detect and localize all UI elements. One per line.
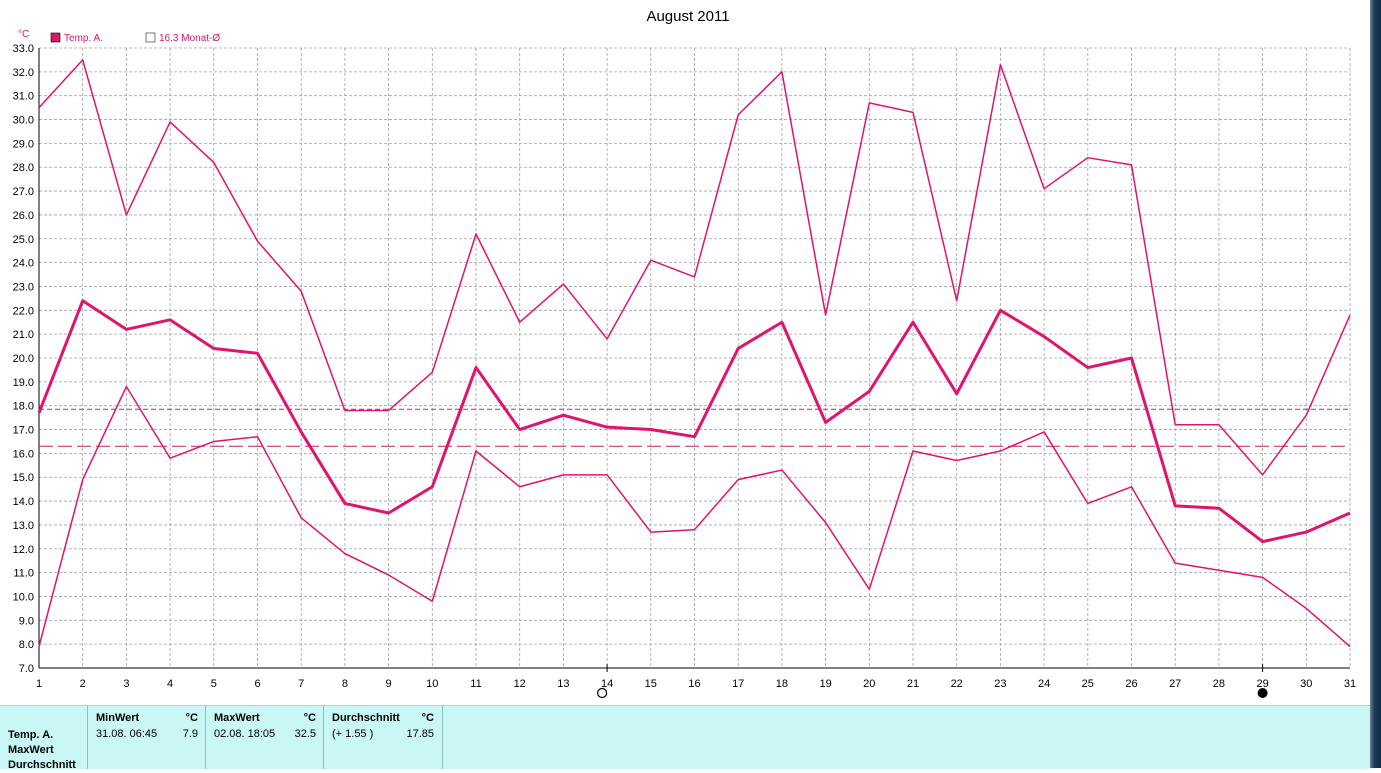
stats-col-max: MaxWert °C 02.08. 18:05 32.5 — [205, 706, 324, 769]
y-tick-label: 22.0 — [13, 305, 34, 317]
y-tick-label: 14.0 — [13, 496, 34, 508]
max-datetime: 02.08. 18:05 — [214, 728, 276, 740]
y-unit-label: °C — [18, 29, 29, 40]
y-tick-label: 31.0 — [13, 91, 34, 103]
max-header: MaxWert — [214, 712, 260, 724]
x-tick-label: 12 — [514, 678, 526, 690]
chart-title: August 2011 — [646, 8, 729, 25]
x-tick-label: 13 — [557, 678, 569, 690]
stats-col-avg: Durchschnitt °C (+ 1.55 ) 17.85 — [323, 706, 443, 769]
y-tick-label: 13.0 — [13, 520, 34, 532]
legend-swatch-monthavg — [145, 32, 156, 43]
y-tick-label: 15.0 — [13, 472, 34, 484]
x-tick-label: 16 — [688, 678, 700, 690]
legend-label-monthavg: 16.3 Monat-Ø — [159, 33, 220, 44]
x-tick-label: 21 — [907, 678, 919, 690]
min-unit: °C — [185, 712, 198, 724]
y-tick-label: 9.0 — [19, 615, 34, 627]
avg-header: Durchschnitt — [332, 712, 400, 724]
row-label-avg: Durchschnitt — [8, 759, 76, 771]
temperature-chart: August 2011 °C Temp. A. 16.3 Monat-Ø 7.0 8.0 9… — [13, 8, 1356, 699]
x-tick-label: 28 — [1213, 678, 1225, 690]
min-datetime: 31.08. 06:45 — [96, 728, 158, 740]
series-line-max — [38, 59, 1351, 476]
min-value: 7.9 — [182, 728, 198, 740]
legend-swatch-temp — [50, 32, 61, 43]
x-tick-label: 1 — [36, 678, 42, 690]
series-line-mean — [37, 299, 1351, 544]
avg-unit: °C — [421, 712, 434, 724]
y-tick-label: 23.0 — [13, 281, 34, 293]
y-tick-label: 32.0 — [13, 67, 34, 79]
x-tick-label: 22 — [951, 678, 963, 690]
y-tick-label: 20.0 — [13, 353, 34, 365]
x-tick-label: 31 — [1344, 678, 1356, 690]
max-value: 32.5 — [294, 728, 316, 740]
series-line-min — [38, 385, 1351, 648]
x-tick-label: 8 — [342, 678, 348, 690]
window-edge — [1370, 0, 1381, 768]
x-tick-label: 17 — [732, 678, 744, 690]
x-tick-label: 29 — [1256, 678, 1268, 690]
x-tick-label: 20 — [863, 678, 875, 690]
x-tick-label: 9 — [386, 678, 392, 690]
x-tick-label: 3 — [123, 678, 129, 690]
x-tick-label: 10 — [426, 678, 438, 690]
stats-col-min: MinWert °C 31.08. 06:45 7.9 — [87, 706, 206, 769]
stats-panel: Temp. A. MaxWert Durchschnitt MinWert °C… — [0, 705, 1370, 771]
x-tick-label: 24 — [1038, 678, 1050, 690]
x-tick-label: 2 — [80, 678, 86, 690]
y-tick-label: 19.0 — [13, 377, 34, 389]
y-tick-label: 26.0 — [13, 210, 34, 222]
full-moon-icon — [596, 687, 608, 699]
y-tick-label: 28.0 — [13, 162, 34, 174]
chart-area: August 2011 °C Temp. A. 16.3 Monat-Ø 7.0 8.0 9… — [13, 8, 1356, 699]
y-tick-label: 17.0 — [13, 425, 34, 437]
x-tick-label: 27 — [1169, 678, 1181, 690]
row-label-max: MaxWert — [8, 744, 54, 756]
avg-value: 17.85 — [406, 728, 434, 740]
x-tick-label: 14 — [601, 678, 613, 690]
y-tick-label: 18.0 — [13, 401, 34, 413]
x-tick-label: 6 — [254, 678, 260, 690]
y-tick-label: 30.0 — [13, 115, 34, 127]
x-tick-label: 19 — [819, 678, 831, 690]
avg-delta: (+ 1.55 ) — [332, 728, 374, 740]
y-tick-label: 27.0 — [13, 186, 34, 198]
stats-row-labels: Temp. A. MaxWert Durchschnitt — [8, 728, 76, 773]
min-header: MinWert — [96, 712, 140, 724]
y-tick-label: 21.0 — [13, 329, 34, 341]
x-tick-label: 30 — [1300, 678, 1312, 690]
y-tick-label: 10.0 — [13, 591, 34, 603]
x-tick-label: 25 — [1082, 678, 1094, 690]
y-tick-label: 25.0 — [13, 234, 34, 246]
x-tick-label: 18 — [776, 678, 788, 690]
row-label-temp: Temp. A. — [8, 729, 54, 741]
y-tick-label: 29.0 — [13, 138, 34, 150]
y-tick-label: 12.0 — [13, 544, 34, 556]
x-tick-label: 5 — [211, 678, 217, 690]
y-tick-label: 7.0 — [19, 663, 34, 675]
x-tick-label: 26 — [1125, 678, 1137, 690]
legend-label-temp: Temp. A. — [64, 33, 103, 44]
x-tick-label: 4 — [167, 678, 173, 690]
y-tick-label: 33.0 — [13, 43, 34, 55]
y-tick-label: 11.0 — [13, 568, 34, 580]
y-tick-label: 8.0 — [19, 639, 34, 651]
y-tick-label: 16.0 — [13, 448, 34, 460]
x-tick-label: 11 — [470, 678, 481, 690]
max-unit: °C — [303, 712, 316, 724]
new-moon-icon — [1257, 688, 1268, 698]
x-tick-label: 15 — [645, 678, 657, 690]
y-tick-label: 24.0 — [13, 258, 34, 270]
x-tick-label: 23 — [994, 678, 1006, 690]
x-tick-label: 7 — [298, 678, 304, 690]
